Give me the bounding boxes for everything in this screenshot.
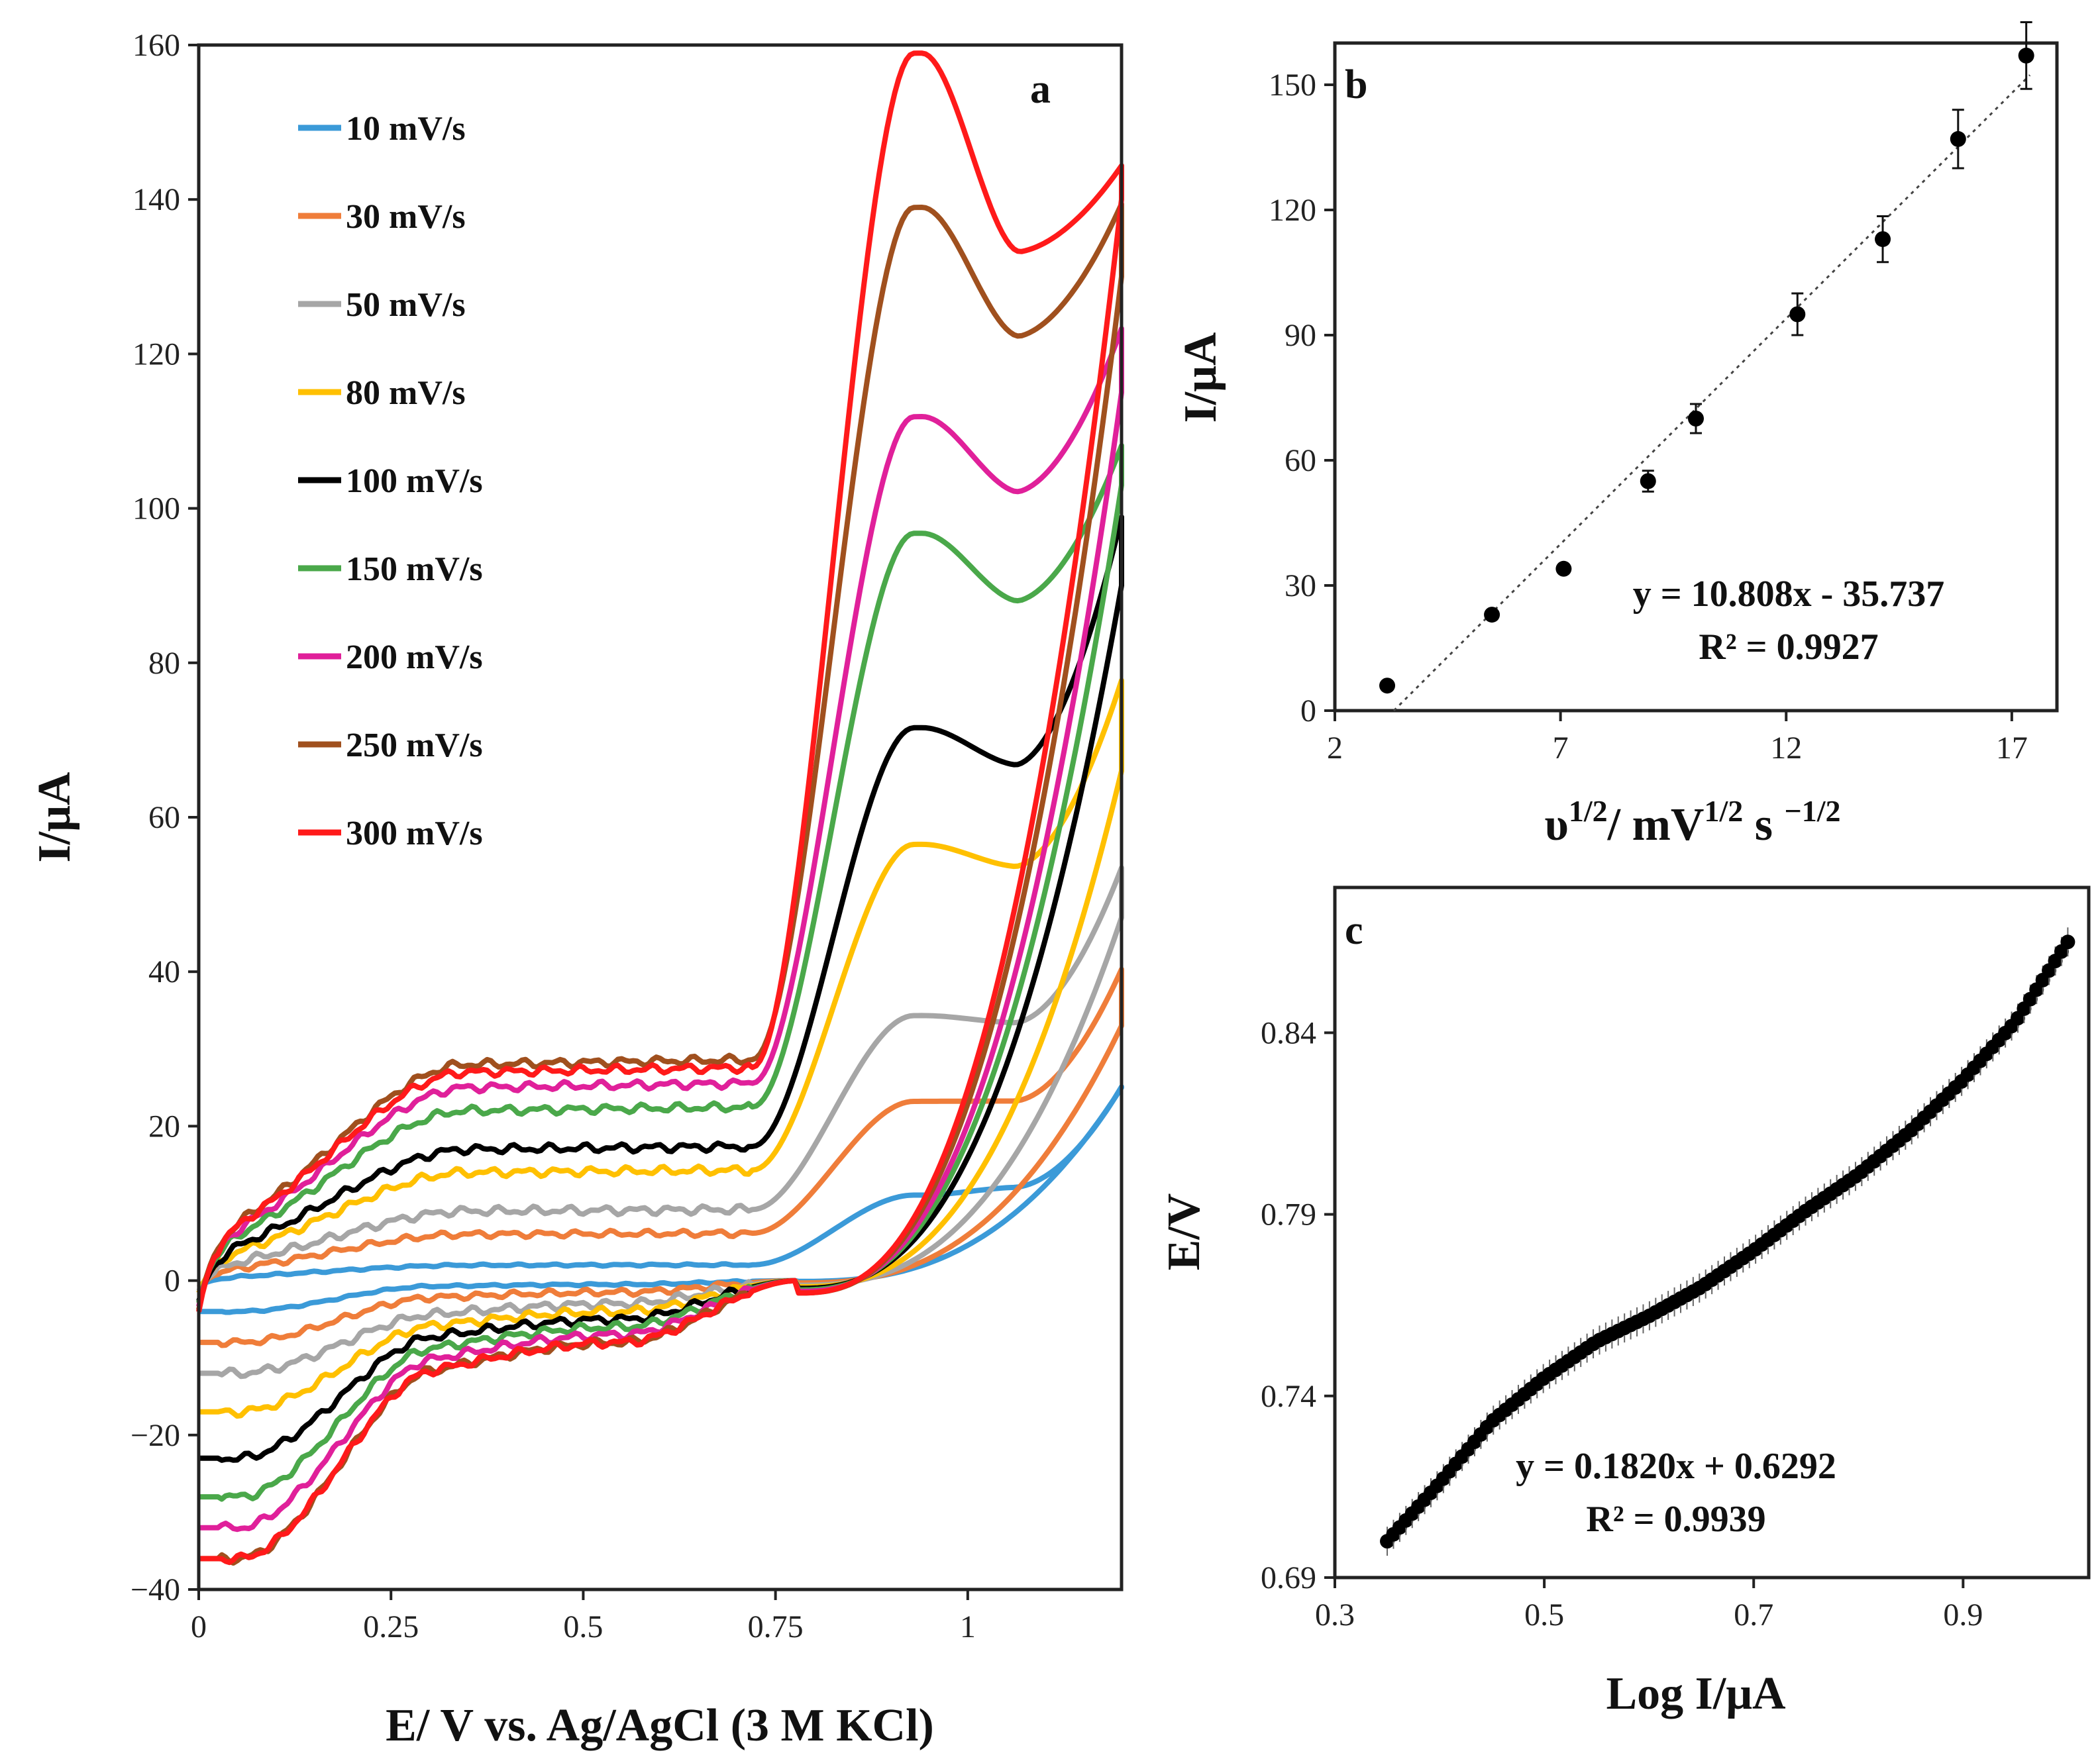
panel-c-y-tick-label: 0.84 xyxy=(1261,1015,1316,1050)
panel-a-legend-label: 10 mV/s xyxy=(346,110,466,148)
panel-a-y-tick-label: 60 xyxy=(148,800,180,835)
panel-b-x-label-upsilon: υ xyxy=(1545,799,1569,850)
panel-b-x-tick-label: 12 xyxy=(1770,730,1802,766)
panel-b-x-tick-label: 17 xyxy=(1996,730,2028,766)
panel-a-legend: 10 mV/s 30 mV/s 50 mV/s 80 mV/s 100 mV/s 150 … xyxy=(298,110,483,852)
panel-c-x-axis-label: Log I/μA xyxy=(1606,1668,1786,1719)
panel-c-x-tick-label: 0.9 xyxy=(1943,1597,1983,1633)
panel-b-equation: y = 10.808x - 35.737 xyxy=(1633,574,1945,615)
panel-b-y-tick-label: 90 xyxy=(1285,318,1316,353)
panel-a-x-tick-label: 0 xyxy=(191,1609,207,1644)
panel-b-data-point xyxy=(1875,231,1891,248)
panel-b-y-tick-label: 0 xyxy=(1300,693,1316,729)
panel-a-y-tick-label: 140 xyxy=(132,182,180,217)
panel-c-y-tick-label: 0.74 xyxy=(1261,1379,1316,1414)
panel-b-x-tick-label: 7 xyxy=(1553,730,1569,766)
panel-b-data-point xyxy=(1484,607,1500,623)
panel-b-r-squared: R² = 0.9927 xyxy=(1699,627,1878,668)
panel-a-legend-label: 150 mV/s xyxy=(346,550,483,588)
panel-b-data-point xyxy=(1640,473,1656,489)
panel-b-x-label-sup2: 1/2 xyxy=(1704,794,1743,828)
panel-b-data-point xyxy=(1688,411,1704,427)
panel-c-plot-frame xyxy=(1333,885,2091,1580)
panel-c-data-points xyxy=(1380,927,2075,1556)
panel-b-data-point xyxy=(1950,130,1966,147)
panel-c-y-axis-label: E/V xyxy=(1159,1193,1210,1271)
panel-a-y-tick-label: −40 xyxy=(131,1572,180,1607)
panel-b-y-tick-label: 30 xyxy=(1285,568,1316,603)
panel-b-x-label-sup3: −1/2 xyxy=(1784,794,1840,828)
panel-b-data-point xyxy=(1789,306,1806,323)
panel-b-y-axis-label: I/μA xyxy=(1175,332,1226,423)
panel-a-y-tick-label: 120 xyxy=(132,336,180,372)
panel-a-chart: 0 0.25 0.5 0.75 1 −40 −20 0 20 40 60 80 100 120 140 160… xyxy=(29,28,1124,1751)
panel-a-legend-label: 250 mV/s xyxy=(346,727,483,764)
panel-a-y-tick-label: 40 xyxy=(148,954,180,989)
panel-b-fit-line xyxy=(1392,74,2031,712)
panel-a-letter: a xyxy=(1030,67,1051,112)
panel-b-data-points xyxy=(1379,21,2034,694)
panel-a-legend-label: 200 mV/s xyxy=(346,638,483,676)
panel-b-y-tick-label: 60 xyxy=(1285,443,1316,478)
panel-b-x-label-s: s xyxy=(1743,799,1784,850)
panel-b-chart: 2 7 12 17 0 30 60 90 120 150 b y = 10.808x - 35.7… xyxy=(1175,21,2059,850)
panel-a-ticks: 0 0.25 0.5 0.75 1 −40 −20 0 20 40 60 80 100 120 140 160 xyxy=(131,28,976,1644)
panel-c-equation: y = 0.1820x + 0.6292 xyxy=(1516,1446,1836,1487)
panel-c-y-tick-label: 0.79 xyxy=(1261,1197,1316,1233)
panel-b-ticks: 2 7 12 17 0 30 60 90 120 150 xyxy=(1269,68,2028,766)
panel-a-y-tick-label: 160 xyxy=(132,28,180,63)
panel-c-data-point xyxy=(2060,934,2075,950)
panel-c-letter: c xyxy=(1345,908,1363,953)
panel-c-y-tick-label: 0.69 xyxy=(1261,1560,1316,1595)
panel-c-x-tick-label: 0.3 xyxy=(1315,1597,1355,1633)
panel-a-y-tick-label: −20 xyxy=(131,1418,180,1453)
panel-b-x-axis-label: υ1/2/ mV1/2 s −1/2 xyxy=(1545,794,1841,850)
panel-b-data-point xyxy=(1379,678,1396,694)
panel-c-chart: 0.3 0.5 0.7 0.9 0.69 0.74 0.79 0.84 c y = 0.182… xyxy=(1159,885,2091,1719)
panel-b-data-point xyxy=(2018,47,2034,64)
panel-c-r-squared: R² = 0.9939 xyxy=(1586,1499,1765,1540)
panel-b-plot-frame xyxy=(1333,41,2059,713)
panel-b-y-tick-label: 120 xyxy=(1269,193,1316,228)
panel-a-y-tick-label: 20 xyxy=(148,1109,180,1144)
panel-b-data-point xyxy=(1555,560,1572,577)
panel-c-ticks: 0.3 0.5 0.7 0.9 0.69 0.74 0.79 0.84 xyxy=(1261,1015,1983,1633)
panel-b-x-label-unit: / mV xyxy=(1607,799,1705,850)
panel-a-y-tick-label: 100 xyxy=(132,491,180,527)
panel-a-legend-label: 80 mV/s xyxy=(346,374,466,412)
panel-a-y-tick-label: 80 xyxy=(148,646,180,681)
panel-a-legend-label: 300 mV/s xyxy=(346,815,483,852)
panel-a-x-tick-label: 1 xyxy=(960,1609,976,1644)
panel-a-legend-label: 50 mV/s xyxy=(346,286,466,324)
panel-a-legend-label: 100 mV/s xyxy=(346,462,483,500)
panel-b-y-tick-label: 150 xyxy=(1269,68,1316,103)
panel-a-legend-label: 30 mV/s xyxy=(346,198,466,236)
panel-b-letter: b xyxy=(1345,62,1367,107)
panel-c-x-tick-label: 0.5 xyxy=(1524,1597,1564,1633)
panel-b-x-tick-label: 2 xyxy=(1327,730,1343,766)
panel-a-x-tick-label: 0.75 xyxy=(748,1609,804,1644)
panel-a-x-axis-label: E/ V vs. Ag/AgCl (3 M KCl) xyxy=(386,1700,934,1751)
panel-c-x-tick-label: 0.7 xyxy=(1734,1597,1773,1633)
panel-a-x-tick-label: 0.25 xyxy=(363,1609,419,1644)
panel-a-y-axis-label: I/μA xyxy=(29,772,80,862)
panel-a-x-tick-label: 0.5 xyxy=(563,1609,603,1644)
panel-b-x-label-sup1: 1/2 xyxy=(1569,794,1608,828)
panel-a-y-tick-label: 0 xyxy=(164,1264,180,1299)
